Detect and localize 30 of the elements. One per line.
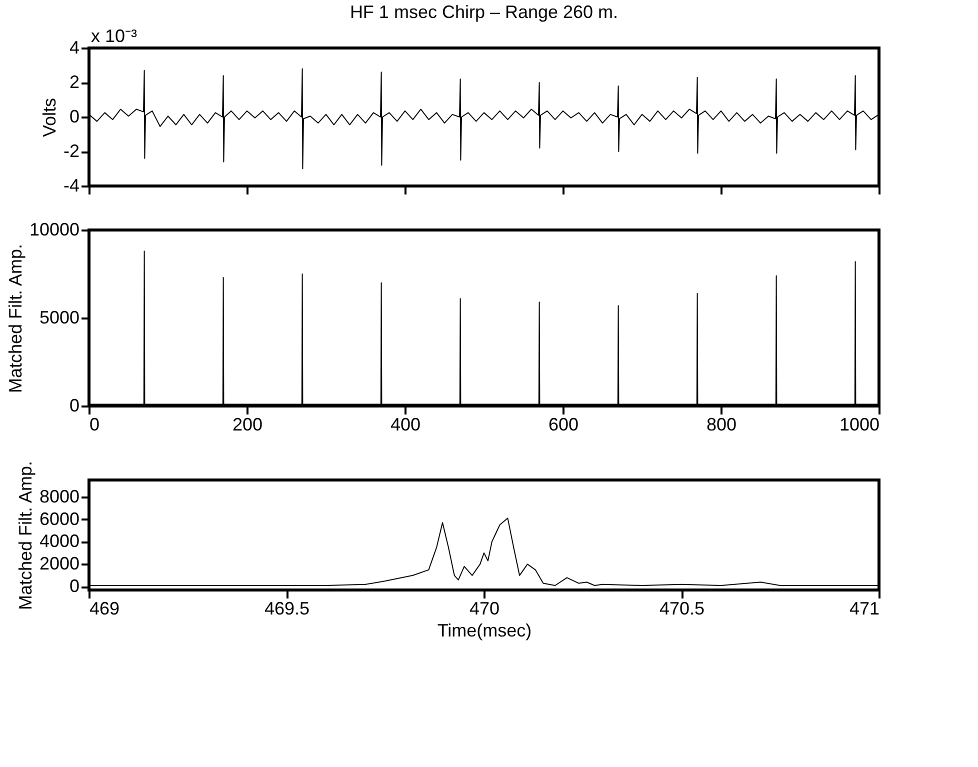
x-tick-label: 600	[548, 414, 579, 434]
x-tick-label: 800	[706, 414, 737, 434]
x-tick-label: 470	[469, 598, 500, 618]
y-tick-label: 0	[69, 106, 80, 126]
y-tick-label: 2000	[39, 554, 80, 574]
y-tick-label: 0	[69, 396, 80, 416]
y-tick-label: 10000	[29, 220, 80, 240]
y-tick-label: 4	[69, 38, 80, 58]
y-tick-label: -4	[63, 176, 80, 196]
chart-title: HF 1 msec Chirp – Range 260 m.	[350, 2, 618, 22]
y-tick-label: 4000	[39, 531, 80, 552]
text: x 10⁻³	[91, 26, 138, 46]
y-tick-label: -2	[63, 141, 80, 161]
y-tick-label: 5000	[39, 308, 80, 328]
x-tick-label: 469	[90, 598, 120, 618]
y-tick-label: 2	[69, 72, 80, 92]
x-tick-label: 1000	[839, 414, 880, 434]
x-tick-label: 471	[849, 598, 880, 618]
x-axis-title: Time(msec)	[437, 620, 532, 640]
y-tick-label: 0	[69, 576, 80, 596]
y-axis-title: Matched Filt. Amp.	[5, 244, 26, 394]
y-tick-label: 6000	[39, 508, 80, 529]
x-tick-label: 200	[232, 414, 263, 434]
y-tick-label: 8000	[39, 486, 80, 506]
y-axis-title: Matched Filt. Amp.	[15, 460, 36, 610]
x-tick-label: 469.5	[264, 598, 310, 618]
y-axis-title: Volts	[39, 98, 60, 138]
x-tick-label: 470.5	[659, 598, 705, 618]
x-tick-label: 0	[90, 414, 100, 434]
x-tick-label: 400	[390, 414, 421, 434]
